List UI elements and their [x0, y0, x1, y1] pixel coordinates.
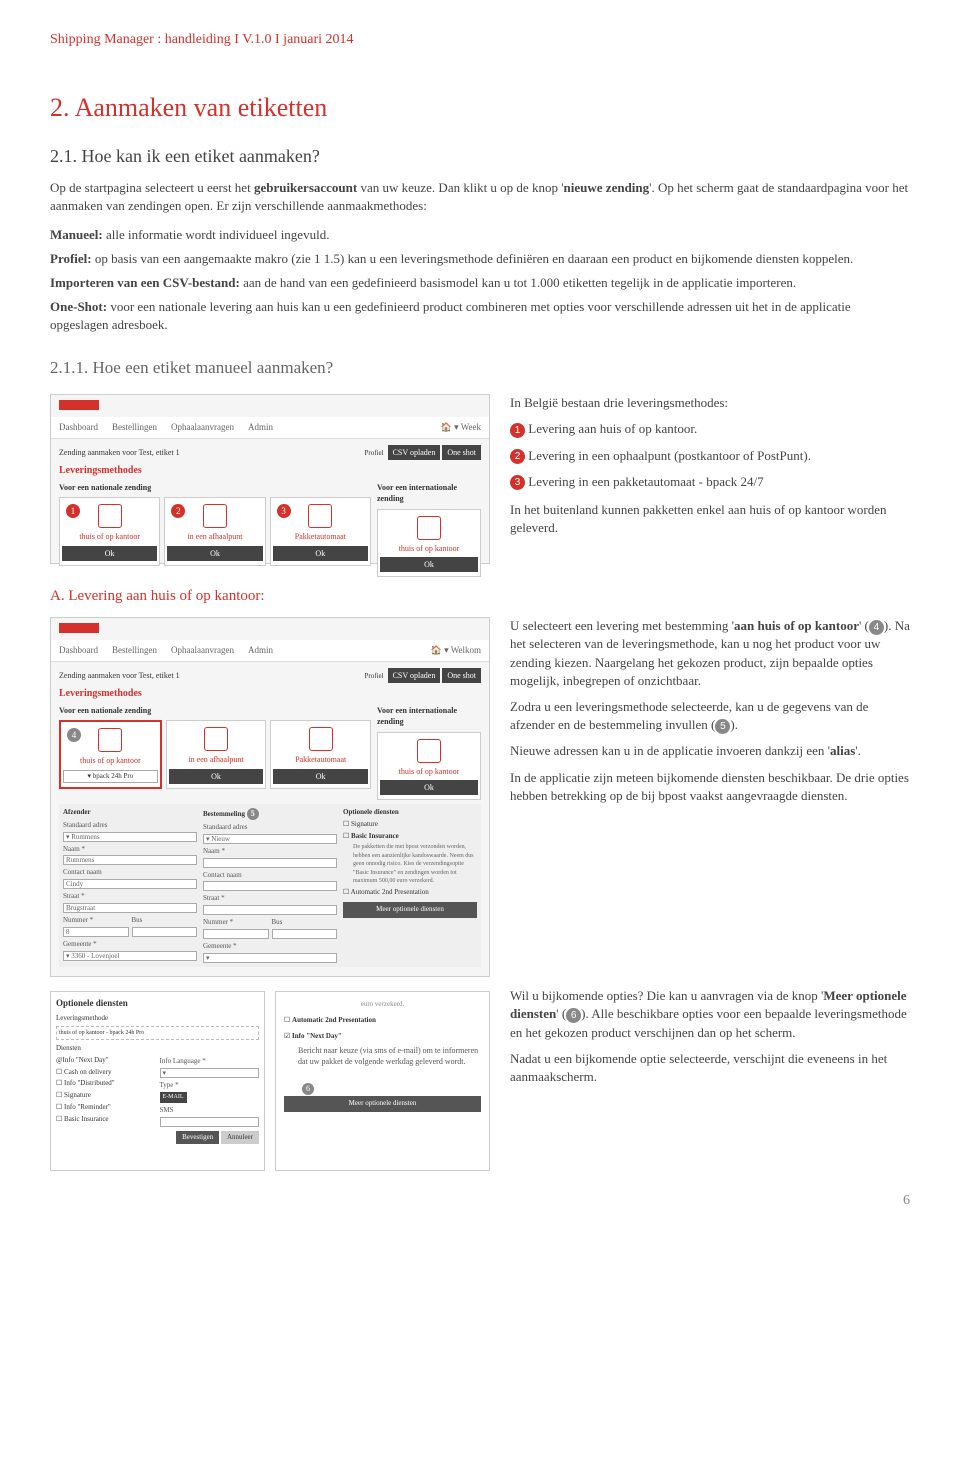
section-a-text: U selecteert een levering met bestemming…: [510, 617, 910, 813]
subsection-2-1-1-title: 2.1.1. Hoe een etiket manueel aanmaken?: [50, 356, 910, 380]
subsection-2-1-title: 2.1. Hoe kan ik een etiket aanmaken?: [50, 144, 910, 169]
screenshot-info-nextday: euro verzekerd. ☐ Automatic 2nd Presenta…: [275, 991, 490, 1171]
signature-checkbox[interactable]: ☐ Signature: [343, 820, 477, 830]
confirm-button[interactable]: Bevestigen: [176, 1131, 219, 1145]
badge-6: 6: [566, 1008, 581, 1023]
sender-city-input[interactable]: ▾ 3360 - Lovenjoel: [63, 951, 197, 961]
screenshot-form: DashboardBestellingenOphaalaanvragenAdmi…: [50, 617, 490, 977]
bpost-logo: [59, 400, 99, 410]
section-a-text-2: Wil u bijkomende opties? Die kan u aanvr…: [510, 987, 910, 1094]
badge-5: 5: [715, 719, 730, 734]
method-card-intl[interactable]: thuis of op kantoorOk: [377, 509, 481, 577]
method-csv: Importeren van een CSV-bestand: aan de h…: [50, 274, 910, 292]
cancel-button[interactable]: Annuleer: [221, 1131, 259, 1145]
more-options-button[interactable]: Meer optionele diensten: [343, 902, 477, 918]
screenshot-optional-services: Optionele diensten Leveringsmethode thui…: [50, 991, 265, 1171]
ss-nav: DashboardBestellingenOphaalaanvragenAdmi…: [51, 417, 489, 439]
method-oneshot: One-Shot: voor een nationale levering aa…: [50, 298, 910, 334]
methods-explanation: In België bestaan drie leveringsmethodes…: [510, 394, 910, 545]
method-card-pickup[interactable]: 2in een afhaalpuntOk: [164, 497, 265, 565]
sender-alias-input[interactable]: ▾ Rummens: [63, 832, 197, 842]
basic-insurance-checkbox[interactable]: ☐ Basic Insurance: [343, 832, 477, 842]
badge-1: 1: [510, 423, 525, 438]
auto2nd-checkbox[interactable]: ☐ Automatic 2nd Presentation: [343, 888, 477, 898]
recipient-alias-input[interactable]: ▾ Nieuw: [203, 834, 337, 844]
sender-street-input[interactable]: Brugstraat: [63, 903, 197, 913]
page-number: 6: [50, 1191, 910, 1211]
method-card-automat[interactable]: 3PakketautomaatOk: [270, 497, 371, 565]
sender-name-input[interactable]: Rummens: [63, 855, 197, 865]
product-dropdown[interactable]: ▾ bpack 24h Pro: [63, 770, 158, 784]
more-options-button-2[interactable]: Meer optionele diensten: [284, 1096, 481, 1112]
method-card-home[interactable]: 1thuis of op kantoorOk: [59, 497, 160, 565]
section-a-title: A. Levering aan huis of op kantoor:: [50, 586, 910, 607]
bpost-logo-2: [59, 623, 99, 633]
section-2-title: 2. Aanmaken van etiketten: [50, 90, 910, 126]
intro-paragraph: Op de startpagina selecteert u eerst het…: [50, 179, 910, 215]
oneshot-button[interactable]: One shot: [442, 445, 481, 460]
csv-upload-button[interactable]: CSV opladen: [388, 445, 441, 460]
doc-header: Shipping Manager : handleiding I V.1.0 I…: [50, 30, 910, 50]
recipient-name-input[interactable]: [203, 858, 337, 868]
badge-4: 4: [869, 620, 884, 635]
method-card-home-selected[interactable]: 4thuis of op kantoor▾ bpack 24h Pro: [59, 720, 162, 789]
sender-contact-input[interactable]: Cindy: [63, 879, 197, 889]
badge-2: 2: [510, 449, 525, 464]
screenshot-leveringsmethodes: DashboardBestellingenOphaalaanvragenAdmi…: [50, 394, 490, 564]
method-manueel: Manueel: alle informatie wordt individue…: [50, 226, 910, 244]
badge-3: 3: [510, 475, 525, 490]
method-profiel: Profiel: op basis van een aangemaakte ma…: [50, 250, 910, 268]
